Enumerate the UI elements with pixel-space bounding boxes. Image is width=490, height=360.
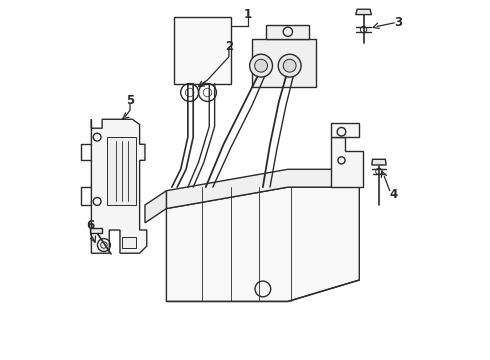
Polygon shape (167, 187, 359, 301)
Text: 1: 1 (244, 9, 252, 22)
Polygon shape (372, 159, 386, 165)
Polygon shape (331, 137, 363, 187)
Text: 6: 6 (87, 219, 95, 232)
Text: 3: 3 (394, 16, 403, 29)
Polygon shape (356, 9, 371, 15)
Polygon shape (167, 169, 359, 208)
Circle shape (255, 59, 268, 72)
Polygon shape (252, 39, 317, 87)
Polygon shape (145, 191, 167, 223)
Polygon shape (331, 123, 359, 137)
Text: 4: 4 (389, 188, 397, 201)
Text: 5: 5 (126, 94, 134, 107)
Polygon shape (92, 119, 147, 253)
Circle shape (249, 54, 272, 77)
Polygon shape (173, 18, 231, 84)
Polygon shape (267, 24, 309, 39)
Circle shape (283, 59, 296, 72)
Polygon shape (107, 137, 136, 205)
Polygon shape (122, 237, 136, 248)
Polygon shape (90, 228, 102, 233)
Circle shape (278, 54, 301, 77)
Text: 2: 2 (225, 40, 233, 53)
